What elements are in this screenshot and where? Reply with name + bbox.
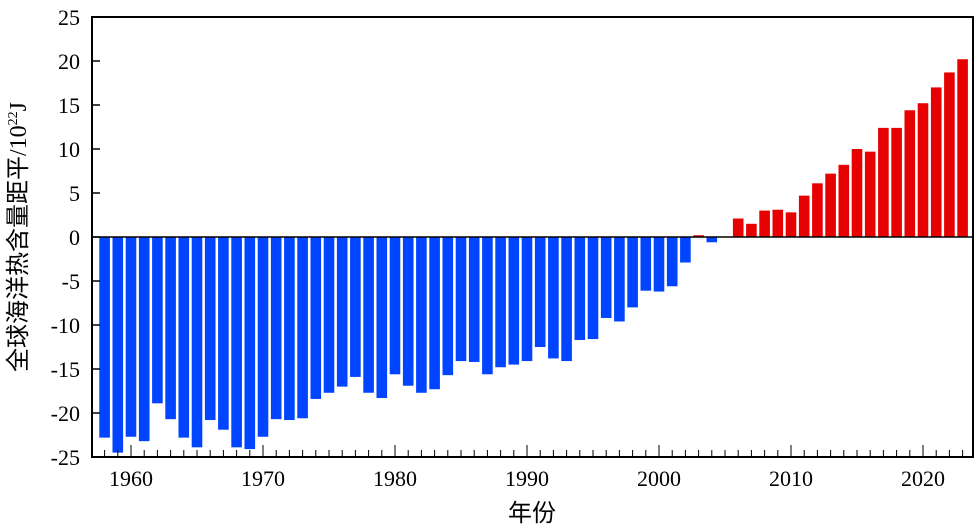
bar-1978 — [363, 237, 374, 393]
bar-2008 — [759, 210, 770, 237]
bar-1986 — [468, 237, 480, 362]
bar-1975 — [323, 237, 335, 393]
bar-1967 — [218, 237, 229, 430]
x-tick-label: 1990 — [505, 466, 549, 491]
bar-1984 — [442, 237, 454, 376]
bar-1965 — [191, 237, 203, 448]
bar-1985 — [455, 237, 467, 362]
bar-1973 — [297, 237, 308, 419]
y-tick-label: -15 — [51, 357, 80, 382]
x-tick-label: 2010 — [769, 466, 813, 491]
bar-2018 — [891, 127, 902, 237]
y-tick-label: -20 — [51, 401, 80, 426]
bar-2014 — [838, 164, 850, 237]
bar-1999 — [640, 237, 652, 291]
bar-2021 — [930, 87, 942, 238]
axes: -25 -20 -15 -10 -5 0 5 10 15 20 25 1960 1970 1980 1990… — [51, 5, 964, 491]
bar-1996 — [600, 237, 612, 318]
y-tick-label: -5 — [62, 269, 80, 294]
bar-1959 — [112, 237, 124, 453]
y-axis-label: 全球海洋热含量距平/1022J — [5, 102, 32, 372]
bar-1983 — [429, 237, 440, 390]
bar-1974 — [310, 237, 322, 399]
bar-1997 — [614, 237, 625, 322]
bar-2015 — [851, 149, 863, 237]
bar-2019 — [904, 110, 916, 237]
x-tick-label: 2020 — [901, 466, 945, 491]
bar-2010 — [785, 212, 797, 237]
x-axis-label: 年份 — [508, 500, 556, 527]
bar-1964 — [178, 237, 190, 438]
y-tick-label: 10 — [58, 137, 80, 162]
bar-1972 — [284, 237, 295, 421]
bar-2007 — [746, 223, 757, 237]
bar-1963 — [165, 237, 176, 420]
bar-1971 — [270, 237, 282, 420]
bar-1989 — [508, 237, 520, 365]
bar-1969 — [244, 237, 256, 450]
bar-1993 — [561, 237, 572, 362]
bar-1992 — [548, 237, 559, 359]
bar-1958 — [99, 237, 110, 438]
bar-2001 — [666, 237, 678, 287]
bar-1987 — [482, 237, 493, 375]
bar-1970 — [257, 237, 269, 437]
y-tick-label: 20 — [58, 49, 80, 74]
bar-1988 — [495, 237, 506, 368]
y-tick-label: 0 — [69, 225, 80, 250]
y-axis-label-sup: 22 — [6, 111, 21, 125]
bar-2023 — [957, 59, 968, 237]
y-tick-label: -10 — [51, 313, 80, 338]
x-tick-label: 1980 — [373, 466, 417, 491]
bar-1990 — [521, 237, 533, 362]
bar-1962 — [152, 237, 163, 404]
bars — [99, 59, 968, 453]
bar-1976 — [336, 237, 348, 387]
bar-1995 — [587, 237, 599, 340]
y-axis-label-main: 全球海洋热含量距平/10 — [5, 125, 32, 372]
bar-1966 — [204, 237, 216, 421]
bar-2013 — [825, 173, 836, 237]
x-tick-label: 1960 — [109, 466, 153, 491]
bar-2003 — [693, 235, 704, 237]
bar-2009 — [772, 209, 784, 237]
bar-1968 — [231, 237, 242, 448]
bar-1991 — [534, 237, 546, 347]
bar-1998 — [627, 237, 638, 308]
y-tick-label: 15 — [58, 93, 80, 118]
y-tick-label: 5 — [69, 181, 80, 206]
bar-2002 — [680, 237, 691, 263]
bar-2016 — [864, 151, 876, 237]
bar-1979 — [376, 237, 388, 399]
bar-2022 — [944, 72, 955, 237]
bar-2004 — [706, 237, 718, 243]
bar-2017 — [878, 127, 889, 237]
bar-2011 — [798, 195, 810, 237]
bar-1961 — [138, 237, 150, 442]
bar-1960 — [125, 237, 137, 437]
bar-2012 — [812, 183, 823, 237]
plot-frame — [91, 16, 974, 458]
bar-1982 — [416, 237, 427, 393]
bar-2020 — [917, 103, 929, 238]
bar-2006 — [732, 218, 744, 237]
x-tick-label: 2000 — [637, 466, 681, 491]
bar-1994 — [574, 237, 586, 340]
y-tick-label: 25 — [58, 5, 80, 30]
bar-1980 — [389, 237, 401, 375]
bar-1981 — [402, 237, 414, 386]
y-tick-label: -25 — [51, 445, 80, 470]
bar-1977 — [350, 237, 361, 377]
bar-2000 — [653, 237, 665, 292]
x-tick-label: 1970 — [241, 466, 285, 491]
y-axis-label-unit: J — [6, 102, 32, 111]
